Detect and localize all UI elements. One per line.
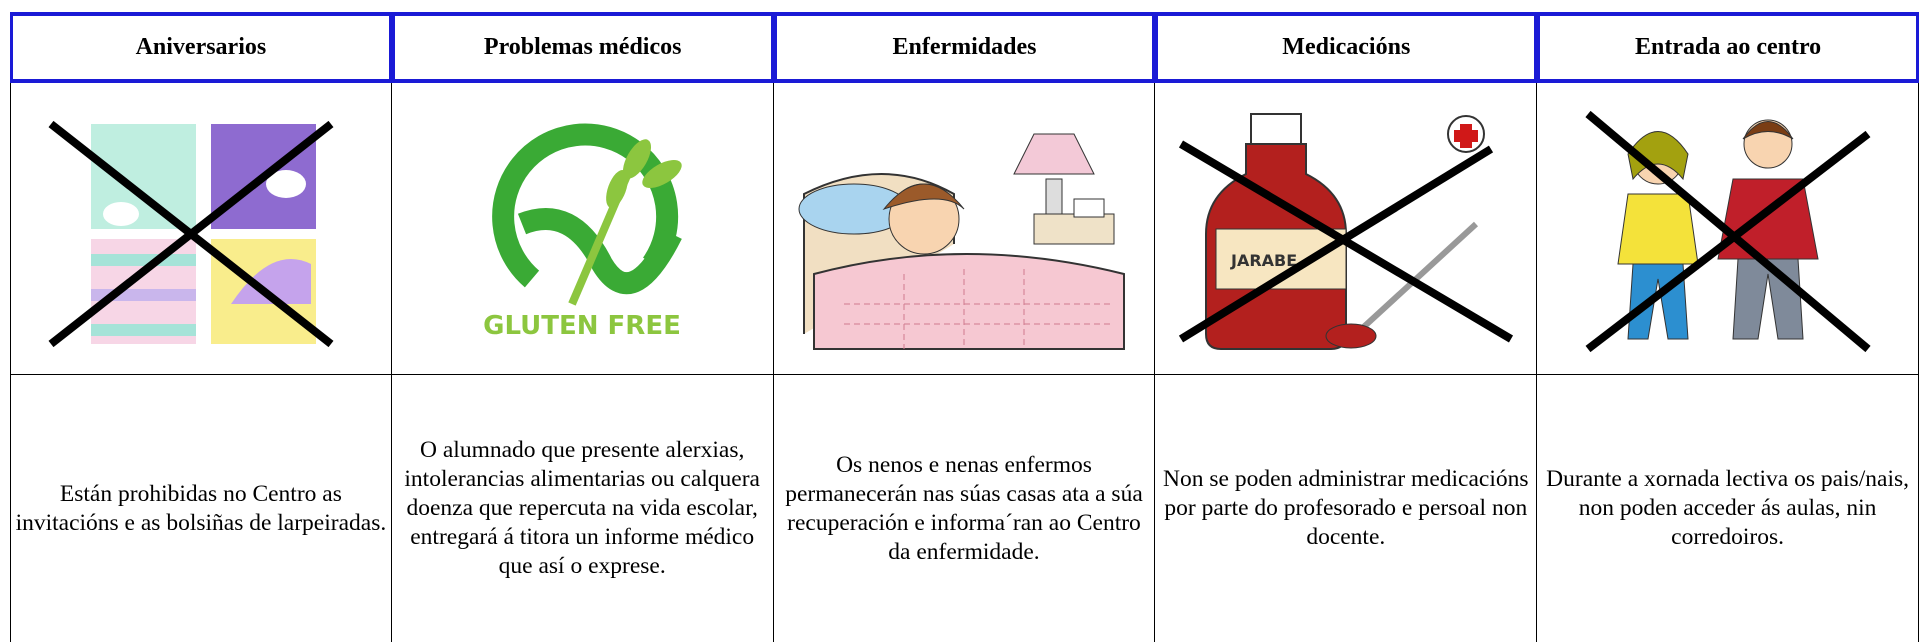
birthday-cards — [48, 120, 334, 347]
text-cell: O alumnado que presente alerxias, intole… — [392, 375, 774, 642]
parents — [1585, 110, 1871, 352]
image-cell: GLUTEN FREE — [391, 83, 774, 375]
image-cell — [1537, 83, 1919, 375]
header-cell: Problemas médicos — [391, 12, 774, 83]
text-cell: Durante a xornada lectiva os pais/nais, … — [1537, 375, 1919, 642]
sick-child — [798, 133, 1125, 350]
header-cell: Aniversarios — [10, 12, 392, 83]
header-cell: Entrada ao centro — [1537, 12, 1919, 83]
text-cell: Están prohibidas no Centro as invitación… — [10, 375, 392, 642]
header-cell: Medicacións — [1155, 12, 1538, 83]
header-cell: Enfermidades — [773, 12, 1156, 83]
image-cell — [773, 83, 1156, 375]
label-text: JARABE — [1230, 251, 1297, 270]
text-cell: Os nenos e nenas enfermos permanecerán n… — [774, 375, 1156, 642]
gluten-free-logo: GLUTEN FREE — [483, 123, 683, 341]
logo-text: GLUTEN FREE — [483, 311, 681, 341]
rules-table: Aniversarios Problemas médicos Enfermida… — [10, 12, 1919, 642]
image-cell — [10, 83, 392, 375]
syrup-bottle: JARABE — [1178, 112, 1513, 350]
text-cell: Non se poden administrar medicacións por… — [1155, 375, 1538, 642]
image-cell: JARABE — [1155, 83, 1538, 375]
